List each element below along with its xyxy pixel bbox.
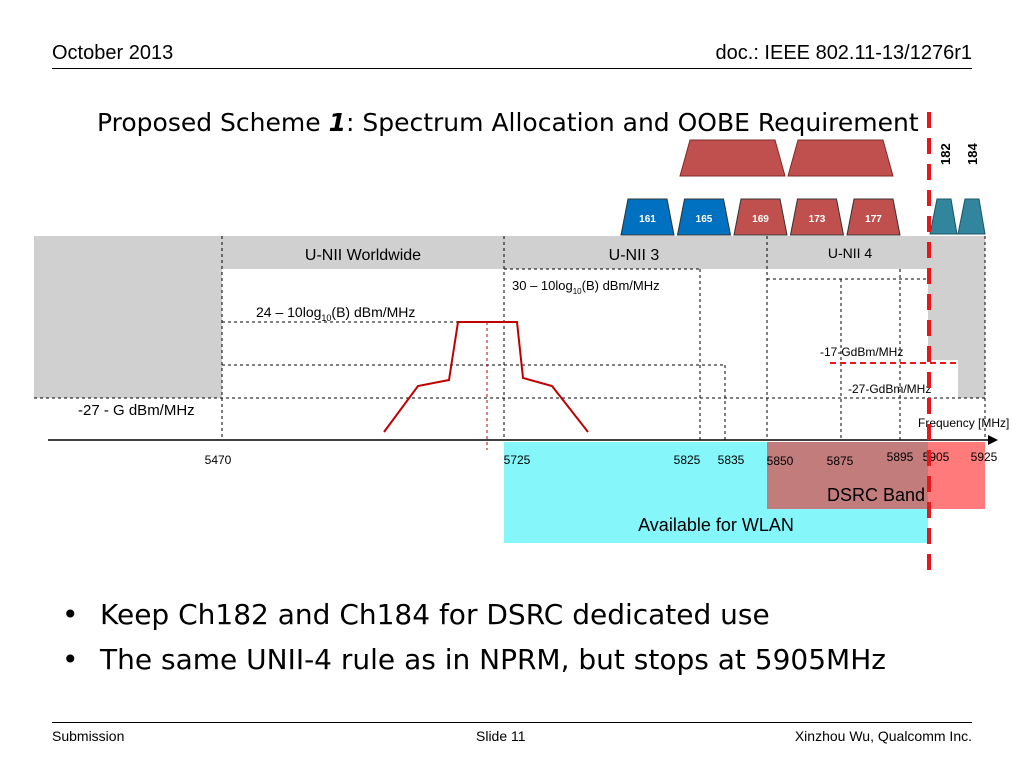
bullet-dot: • (62, 598, 79, 631)
mask-label-minus17: -17-GdBm/MHz (820, 345, 903, 359)
title-scheme-number: 1 (328, 108, 346, 137)
spectrum-mask-curve (383, 321, 589, 433)
spectrum-diagram: U-NII Worldwide U-NII 3 U-NII 4 24 – 10l… (34, 112, 1009, 580)
tick-5850: 5850 (767, 454, 794, 468)
gray-right-notch (928, 360, 958, 398)
title-prefix: Proposed Scheme (97, 108, 329, 137)
dsrc-pink-region (928, 442, 985, 509)
tick-5895: 5895 (887, 450, 914, 464)
slide-title: Proposed Scheme 1: Spectrum Allocation a… (97, 108, 919, 137)
header-rule (52, 68, 972, 69)
channel-label-161: 161 (639, 214, 656, 225)
wide-channel-1 (679, 139, 786, 177)
axis-label: Frequency [MHz] (918, 416, 1009, 430)
label-ch184: 184 (965, 143, 980, 165)
dsrc-channel-182 (929, 198, 958, 235)
channel-label-169: 169 (752, 214, 769, 225)
mask-label-30db: 30 – 10log10(B) dBm/MHz (512, 278, 660, 296)
bullet-dot: • (62, 643, 79, 676)
tick-5825: 5825 (674, 453, 701, 467)
bullet-2: • The same UNII-4 rule as in NPRM, but st… (62, 643, 886, 676)
wide-channel-2 (787, 139, 894, 177)
channel-161 (620, 198, 675, 236)
channel-row: 161 165 169 173 177 (620, 198, 901, 236)
tick-5470: 5470 (205, 453, 232, 467)
title-suffix: : Spectrum Allocation and OOBE Requireme… (345, 108, 919, 137)
header-date: October 2013 (52, 42, 174, 64)
gray-worldwide-band (222, 236, 504, 269)
channel-177 (846, 198, 901, 236)
footer-author: Xinzhou Wu, Qualcomm Inc. (794, 728, 972, 744)
tick-5905: 5905 (923, 450, 950, 464)
bullet-2-text: The same UNII-4 rule as in NPRM, but sto… (100, 643, 886, 676)
mask-label-minus27g: -27-GdBm/MHz (848, 382, 931, 396)
tick-5875: 5875 (827, 454, 854, 468)
dsrc-band-label: DSRC Band (827, 485, 925, 505)
channel-169 (733, 198, 788, 236)
bullet-1: • Keep Ch182 and Ch184 for DSRC dedicated… (62, 598, 770, 631)
bullet-1-text: Keep Ch182 and Ch184 for DSRC dedicated … (100, 598, 770, 631)
dsrc-band-region (767, 442, 928, 509)
gray-left-block (34, 236, 222, 398)
band-dividers (221, 236, 986, 440)
footer-submission: Submission (52, 728, 125, 744)
footer-rule (52, 722, 972, 723)
mask-label-24db: 24 – 10log10(B) dBm/MHz (256, 304, 415, 323)
wlan-label: Available for WLAN (638, 515, 794, 535)
dsrc-channel-184 (957, 198, 986, 235)
channel-label-177: 177 (865, 214, 882, 225)
footer-slide-number: Slide 11 (476, 728, 526, 744)
header-doc-id: doc.: IEEE 802.11-13/1276r1 (715, 42, 972, 64)
channel-label-173: 173 (809, 214, 826, 225)
tick-5925: 5925 (971, 450, 998, 464)
tick-5835: 5835 (718, 453, 745, 467)
band-label-worldwide: U-NII Worldwide (305, 247, 421, 264)
channel-label-165: 165 (696, 214, 713, 225)
channel-173 (789, 198, 845, 236)
band-label-unii4: U-NII 4 (828, 245, 873, 261)
band-label-unii3: U-NII 3 (609, 247, 660, 264)
gray-unii3-band (504, 236, 928, 269)
tick-5725: 5725 (504, 453, 531, 467)
label-ch182: 182 (938, 143, 953, 165)
mask-label-left-floor: -27 - G dBm/MHz (78, 402, 195, 419)
channel-165 (676, 198, 732, 236)
axis-arrow (988, 435, 998, 445)
